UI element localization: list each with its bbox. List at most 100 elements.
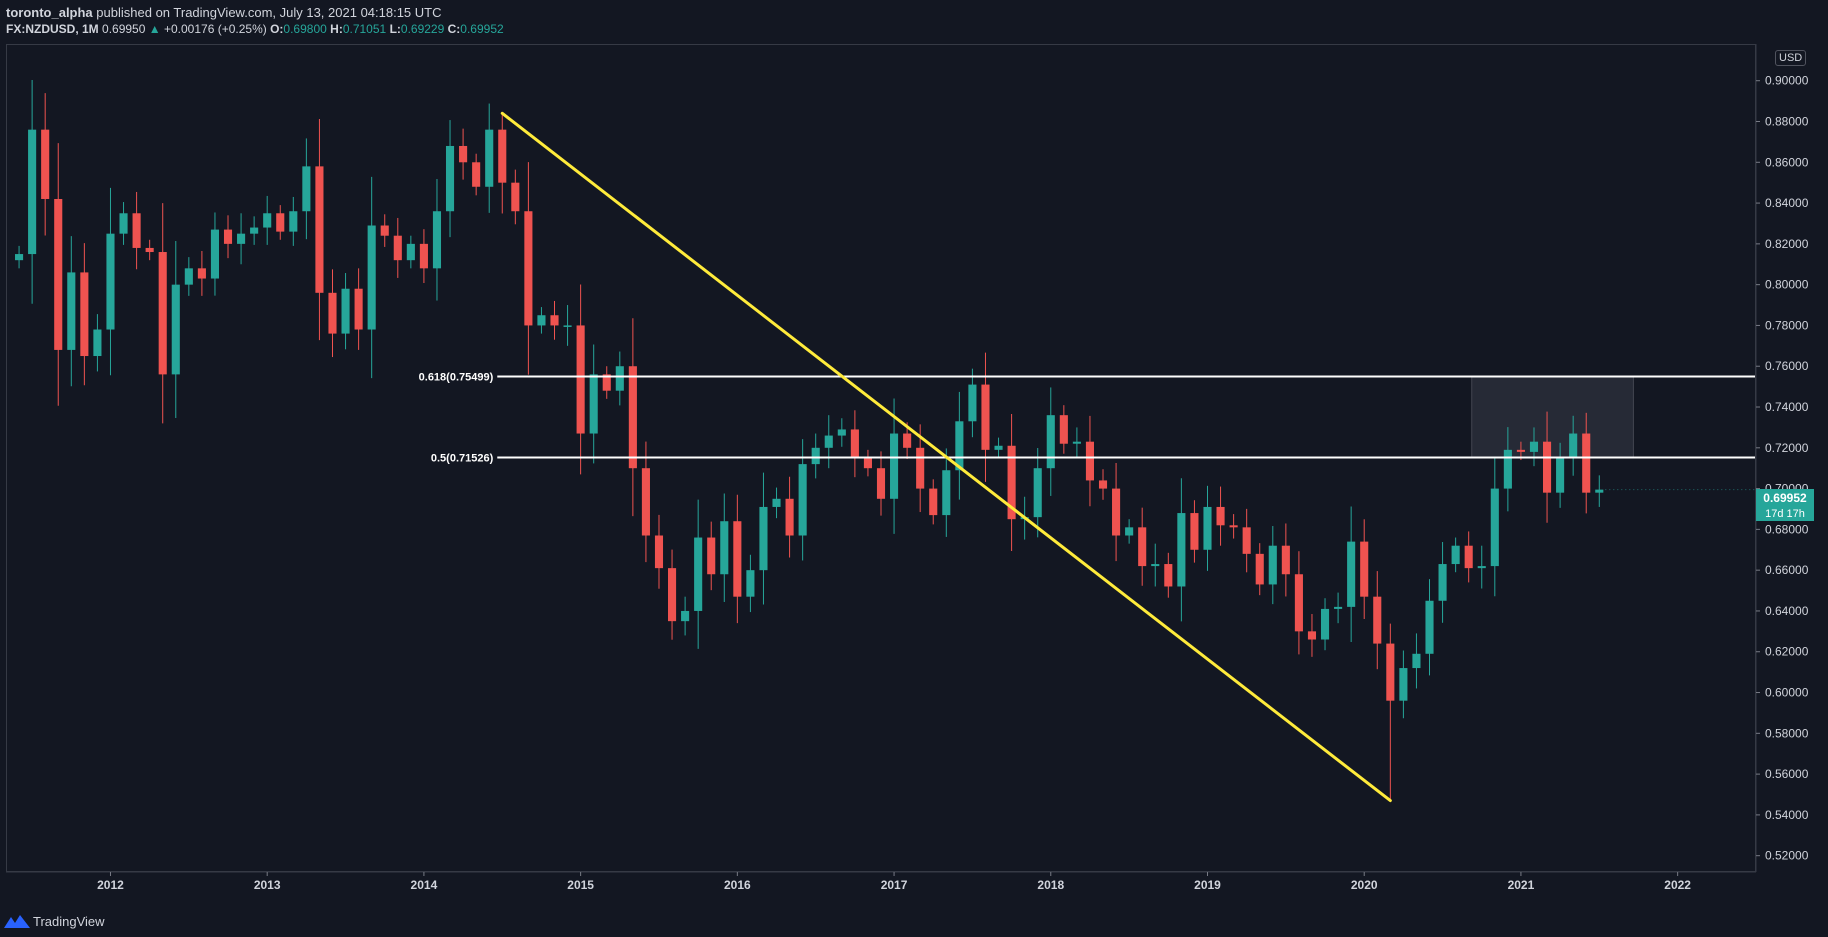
symbol-legend: FX:NZDUSD, 1M 0.69950 ▲ +0.00176 (+0.25%… bbox=[6, 22, 504, 36]
candle-body bbox=[589, 374, 598, 434]
price-tick-label: 0.60000 bbox=[1765, 686, 1809, 700]
open-label: O: bbox=[270, 22, 284, 36]
candle-body bbox=[824, 435, 833, 448]
candle-body bbox=[67, 272, 76, 350]
price-tick-label: 0.76000 bbox=[1765, 359, 1809, 373]
candle-body bbox=[380, 225, 389, 236]
candle-body bbox=[1085, 441, 1095, 481]
candle-body bbox=[863, 458, 872, 469]
candle-body bbox=[1360, 541, 1369, 597]
time-axis[interactable]: 2012 2013 2014 2015 2016 2017 2018 2019 2020 2021… bbox=[97, 872, 1691, 892]
candle-body bbox=[210, 229, 220, 279]
candle-body bbox=[994, 445, 1003, 450]
currency-badge[interactable]: USD bbox=[1775, 50, 1807, 66]
candle-body bbox=[354, 288, 363, 330]
price-tick-label: 0.56000 bbox=[1765, 767, 1809, 781]
price-chart[interactable]: 0.618(0.75499) 0.5(0.71526) 0.52000 0.5400… bbox=[0, 0, 1828, 906]
candle-body bbox=[1138, 527, 1147, 567]
candle-body bbox=[1373, 596, 1382, 644]
candle-body bbox=[1503, 449, 1512, 489]
candle-body bbox=[929, 488, 938, 516]
price-tick-label: 0.78000 bbox=[1765, 318, 1809, 332]
price-tick-label: 0.68000 bbox=[1765, 522, 1809, 536]
price-tick-label: 0.64000 bbox=[1765, 604, 1809, 618]
tradingview-logo-icon[interactable] bbox=[4, 914, 30, 928]
time-tick-label: 2022 bbox=[1664, 878, 1691, 892]
candle-body bbox=[145, 247, 154, 253]
candle-body bbox=[406, 243, 415, 261]
tradingview-brand[interactable]: TradingView bbox=[33, 914, 105, 929]
time-tick-label: 2021 bbox=[1508, 878, 1535, 892]
candle-body bbox=[576, 325, 585, 434]
candle-body bbox=[1007, 445, 1016, 520]
candle-body bbox=[1307, 631, 1317, 640]
candle-body bbox=[602, 374, 611, 391]
open-value: 0.69800 bbox=[283, 22, 327, 36]
candle-body bbox=[641, 468, 650, 536]
candle-body bbox=[119, 213, 128, 234]
candle-body bbox=[746, 570, 755, 597]
last-price-badge-value: 0.69952 bbox=[1763, 491, 1807, 505]
candle-body bbox=[537, 315, 546, 326]
close-value: 0.69952 bbox=[460, 22, 504, 36]
candle-body bbox=[1229, 525, 1238, 528]
author-name[interactable]: toronto_alpha bbox=[6, 5, 93, 20]
candle-body bbox=[1203, 506, 1212, 550]
candle-body bbox=[223, 229, 233, 244]
candle-body bbox=[1464, 545, 1473, 569]
change-up-icon: ▲ bbox=[148, 22, 161, 36]
candle-body bbox=[432, 211, 442, 269]
time-tick-label: 2020 bbox=[1351, 878, 1378, 892]
candle-body bbox=[250, 227, 259, 234]
candle-body bbox=[472, 162, 481, 187]
candle-body bbox=[1033, 468, 1042, 518]
candle-body bbox=[132, 213, 141, 248]
price-axis[interactable]: 0.52000 0.54000 0.56000 0.58000 0.60000 0.620… bbox=[1756, 74, 1809, 863]
candle-body bbox=[1595, 489, 1604, 493]
price-tick-label: 0.88000 bbox=[1765, 114, 1809, 128]
price-tick-label: 0.66000 bbox=[1765, 563, 1809, 577]
candle-body bbox=[903, 433, 912, 448]
candle-body bbox=[15, 254, 24, 261]
candle-body bbox=[759, 506, 768, 571]
time-tick-label: 2016 bbox=[724, 878, 751, 892]
price-tick-label: 0.86000 bbox=[1765, 155, 1809, 169]
candle-body bbox=[158, 252, 167, 375]
candle-body bbox=[1399, 668, 1408, 701]
candle-body bbox=[1425, 600, 1434, 654]
candle-body bbox=[942, 470, 951, 516]
candle-body bbox=[681, 610, 690, 622]
candle-body bbox=[1125, 527, 1134, 536]
candle-body bbox=[171, 284, 180, 375]
candle-body bbox=[1529, 441, 1539, 452]
candle-body bbox=[524, 211, 533, 326]
candle-body bbox=[1347, 541, 1356, 607]
candle-body bbox=[315, 166, 324, 293]
candle-body bbox=[1164, 564, 1173, 587]
candle-body bbox=[1294, 574, 1303, 632]
candle-body bbox=[276, 213, 285, 232]
time-tick-label: 2019 bbox=[1194, 878, 1221, 892]
candle-body bbox=[1072, 441, 1081, 444]
candle-body bbox=[498, 129, 507, 183]
price-tick-label: 0.62000 bbox=[1765, 645, 1809, 659]
low-label: L: bbox=[389, 22, 401, 36]
candle-body bbox=[367, 225, 376, 330]
candle-body bbox=[563, 325, 572, 327]
price-tick-label: 0.54000 bbox=[1765, 808, 1809, 822]
price-tick-label: 0.82000 bbox=[1765, 237, 1809, 251]
candle-body bbox=[1451, 545, 1460, 565]
candle-body bbox=[263, 213, 272, 228]
symbol-name[interactable]: FX:NZDUSD, 1M bbox=[6, 22, 99, 36]
time-tick-label: 2018 bbox=[1037, 878, 1064, 892]
candle-body bbox=[419, 243, 428, 269]
candle-layer bbox=[15, 79, 1604, 801]
candle-body bbox=[1242, 527, 1251, 554]
candle-body bbox=[341, 288, 350, 334]
candle-body bbox=[1412, 653, 1421, 669]
candle-body bbox=[445, 145, 455, 212]
candle-body bbox=[1320, 608, 1330, 640]
candle-body bbox=[1281, 545, 1290, 575]
footer: TradingView bbox=[0, 906, 1828, 937]
time-tick-label: 2014 bbox=[411, 878, 438, 892]
